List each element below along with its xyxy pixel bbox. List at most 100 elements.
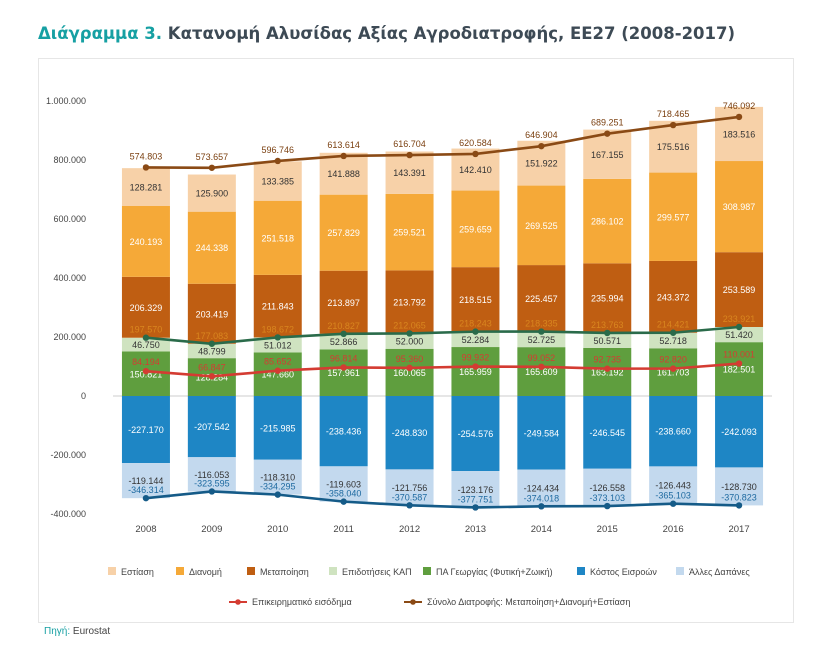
line-point — [669, 500, 677, 507]
chart-title: Διάγραμμα 3. Κατανομή Αλυσίδας Αξίας Αγρ… — [38, 24, 735, 43]
bar-segment — [451, 331, 500, 348]
bar-value-label: 133.385 — [261, 177, 294, 187]
line-value-label: 213.763 — [591, 320, 624, 330]
bar-segment — [583, 178, 632, 264]
legend-label: Επικειρηματικό εισόδημα — [252, 597, 352, 607]
bar-value-label: 259.659 — [459, 224, 492, 234]
bar-value-label: 46.750 — [132, 340, 160, 350]
line-value-label: -365.103 — [655, 491, 691, 501]
bar-segment — [187, 343, 236, 359]
x-tick-label: 2009 — [201, 524, 222, 535]
bar-segment — [187, 457, 236, 492]
bar-segment — [385, 270, 434, 334]
line-point — [472, 150, 479, 158]
bar-value-label: 52.866 — [330, 337, 358, 347]
line-point — [274, 367, 281, 374]
x-tick-label: 2016 — [663, 524, 684, 535]
line-value-label: 218.243 — [459, 319, 492, 329]
line-value-label: -370.587 — [392, 492, 428, 502]
bar-segment — [319, 349, 368, 396]
bar-value-label: 161.703 — [657, 368, 690, 378]
bar-segment — [583, 396, 632, 469]
bar-segment — [649, 348, 698, 396]
line-value-label: -377.751 — [458, 494, 494, 504]
bar-segment — [517, 469, 566, 507]
bar-segment — [253, 396, 302, 460]
bar-segment — [583, 263, 632, 333]
legend-label: Μεταποίηση — [260, 567, 309, 577]
bar-segment — [715, 252, 764, 327]
line-point — [340, 152, 347, 160]
source-label: Πηγή: — [44, 626, 71, 637]
bar-segment — [121, 205, 170, 277]
legend-swatch — [329, 567, 337, 575]
bar-segment — [319, 466, 368, 502]
bar-segment — [715, 342, 764, 396]
line-point — [472, 328, 479, 335]
line-value-label: 210.827 — [327, 321, 360, 331]
bar-value-label: 286.102 — [591, 217, 624, 227]
bar-segment — [649, 172, 698, 261]
bar-segment — [451, 471, 500, 508]
bar-value-label: 128.281 — [130, 183, 163, 193]
line-value-label: 84.194 — [132, 357, 160, 367]
line-point — [669, 121, 677, 129]
bar-segment — [253, 337, 302, 353]
bar-segment — [187, 174, 236, 212]
line-point — [472, 363, 479, 370]
bar-value-label: 211.843 — [262, 302, 294, 312]
line-value-label: 718.465 — [657, 109, 690, 119]
bar-value-label: 125.900 — [196, 189, 229, 199]
line-point — [142, 334, 150, 341]
line-point — [735, 360, 743, 367]
x-tick-label: 2012 — [399, 524, 420, 535]
bar-value-label: -227.170 — [128, 425, 164, 435]
legend-label: ΠΑ Γεωργίας (Φυτική+Ζωική) — [436, 567, 553, 577]
bar-value-label: 51.420 — [725, 330, 753, 340]
bar-value-label: 51.012 — [264, 340, 292, 350]
chart-frame — [38, 58, 794, 623]
bar-value-label: -126.558 — [589, 483, 625, 493]
bar-value-label: -248.830 — [392, 428, 428, 438]
x-tick-label: 2008 — [135, 524, 156, 535]
legend-label: Διανομή — [189, 567, 222, 577]
source-value: Eurostat — [72, 626, 111, 637]
x-tick-label: 2013 — [465, 524, 486, 535]
bar-value-label: 141.888 — [327, 169, 360, 179]
line-point — [406, 151, 413, 159]
bar-segment — [451, 190, 500, 268]
bar-segment — [385, 469, 434, 506]
line-point — [472, 504, 479, 511]
bar-value-label: 48.799 — [198, 346, 226, 356]
series-line — [145, 115, 740, 170]
bar-segment — [319, 333, 368, 350]
bar-value-label: 299.577 — [657, 212, 690, 222]
bar-value-label: 259.521 — [393, 228, 426, 238]
bar-value-label: 163.192 — [591, 367, 624, 377]
line-value-label: 212.065 — [393, 320, 426, 330]
bar-segment — [583, 468, 632, 507]
bar-segment — [319, 270, 368, 334]
bar-segment — [385, 396, 434, 470]
bar-value-label: -207.542 — [194, 422, 230, 432]
bar-value-label: -128.730 — [721, 482, 757, 492]
bar-segment — [121, 337, 170, 352]
bar-segment — [121, 463, 170, 499]
bar-segment — [385, 151, 434, 194]
bar-value-label: 52.718 — [659, 336, 687, 346]
bar-value-label: -238.436 — [326, 427, 362, 437]
x-tick-label: 2015 — [597, 524, 618, 535]
bar-segment — [583, 332, 632, 348]
source-note: Πηγή: Eurostat — [44, 626, 110, 637]
line-value-label: 198.672 — [261, 324, 294, 334]
line-point — [142, 494, 150, 502]
line-value-label: 214.421 — [657, 320, 690, 330]
line-value-label: 99.052 — [528, 353, 556, 363]
legend-label: Σύνολο Διατροφής: Μεταποίηση+Διανομή+Εστ… — [427, 597, 630, 607]
bar-segment — [715, 467, 764, 506]
bar-value-label: 175.516 — [657, 142, 690, 152]
line-point — [340, 330, 347, 338]
line-value-label: 92.820 — [659, 355, 687, 365]
bar-segment — [385, 333, 434, 349]
